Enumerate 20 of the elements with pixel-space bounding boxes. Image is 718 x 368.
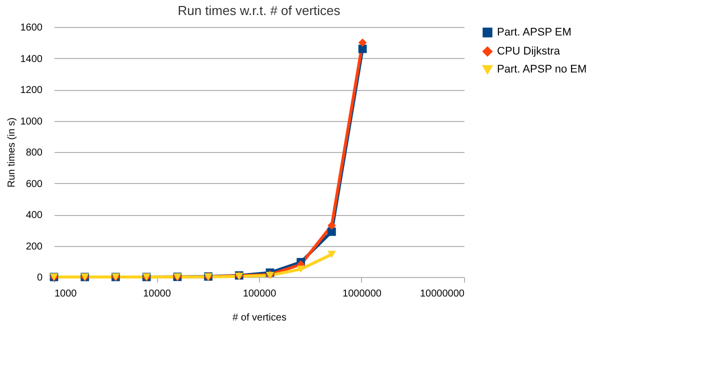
y-axis-title: Run times (in s) xyxy=(6,117,18,188)
y-tick-label: 0 xyxy=(36,272,43,284)
x-tick-label: 100000 xyxy=(242,288,277,300)
legend-label: Part. APSP no EM xyxy=(497,64,587,76)
y-tick-label: 1000 xyxy=(20,116,43,128)
x-tick-label: 10000 xyxy=(143,288,172,300)
y-tick-label: 1400 xyxy=(20,54,43,65)
y-tick-label: 600 xyxy=(26,178,43,190)
x-tick-label: 1000 xyxy=(54,288,78,300)
y-tick-label: 1200 xyxy=(20,85,43,96)
chart-title: Run times w.r.t. # of vertices xyxy=(178,3,341,18)
x-tick-label: 1000000 xyxy=(342,288,382,300)
legend-label: Part. APSP EM xyxy=(497,26,572,38)
y-tick-label: 400 xyxy=(26,210,43,221)
legend-label: CPU Dijkstra xyxy=(497,46,561,58)
x-axis-title: # of vertices xyxy=(232,312,286,324)
y-tick-label: 200 xyxy=(26,241,43,252)
y-tick-label: 1600 xyxy=(20,22,43,34)
x-tick-label: 10000000 xyxy=(420,288,465,300)
y-tick-label: 800 xyxy=(26,148,43,158)
